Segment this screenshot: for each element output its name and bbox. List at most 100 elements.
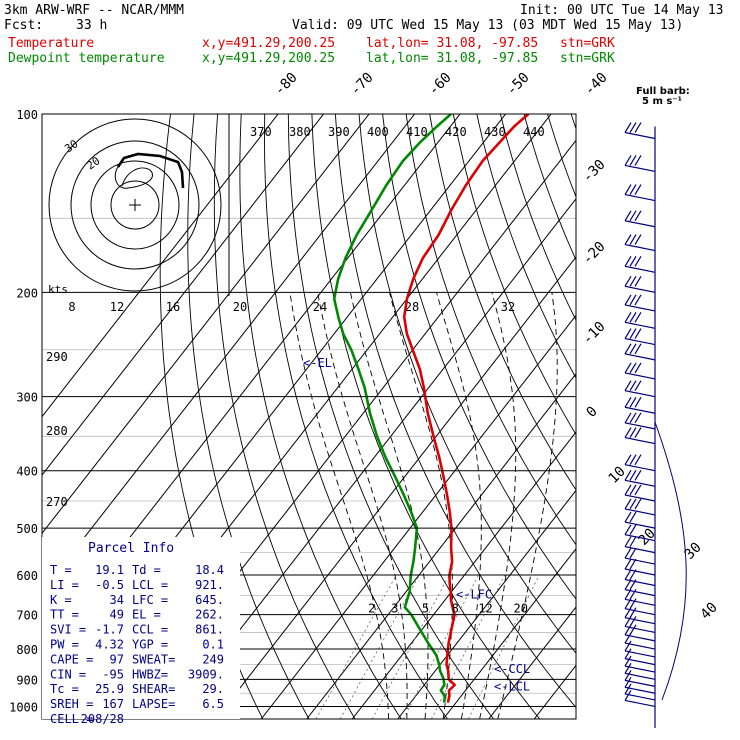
wind-barb-flag: [629, 616, 637, 627]
valid-time: Valid: 09 UTC Wed 15 May 13 (03 MDT Wed …: [292, 18, 684, 33]
wind-barb-shaft: [624, 568, 656, 576]
wind-barb-flag: [634, 210, 642, 222]
wind-barb: [624, 454, 656, 472]
wind-barb-shaft: [624, 353, 656, 361]
wind-barb-flag: [629, 547, 637, 559]
wind-barb-flag: [624, 569, 632, 580]
wind-barb-flag: [624, 210, 632, 222]
wind-barb-flag: [629, 579, 637, 590]
parcel-param-label: EL =: [132, 608, 161, 622]
moist-adiabat: [317, 292, 408, 719]
hodograph-ring: [70, 140, 200, 270]
wind-barb-shaft: [624, 679, 656, 687]
parcel-param-value: 0.1: [202, 638, 224, 652]
wind-barb: [624, 558, 656, 576]
parcel-param-label: CIN =: [50, 667, 86, 681]
parcel-param-value: 19.1: [95, 563, 124, 577]
wind-barb: [624, 484, 656, 502]
hodograph-trace: [116, 152, 185, 189]
wind-barb-flag: [629, 343, 637, 355]
wind-barb-flag: [634, 234, 642, 245]
hodograph-trace-low: [114, 166, 153, 189]
wind-barb-shaft: [624, 521, 656, 529]
dry-adiabat: [642, 114, 740, 719]
wind-barb-flag: [634, 396, 642, 408]
isotherm: [306, 372, 576, 719]
parcel-param-value: -1.7: [95, 623, 124, 637]
dry-adiabat: [405, 114, 576, 546]
parcel-param-value: 262.: [195, 608, 224, 622]
wind-barb-flag: [624, 624, 632, 636]
wind-barb-shaft: [624, 672, 656, 680]
temperature-legend-xy: x,y=491.29,200.25: [202, 36, 336, 51]
wind-barb-shaft: [624, 304, 656, 312]
wind-barb-flag: [624, 294, 632, 306]
wind-barb-flag: [624, 412, 632, 424]
wind-barb-shaft: [624, 220, 656, 228]
wind-barb: [624, 396, 656, 414]
wind-barb-flag: [624, 234, 632, 245]
hodograph-ring: [48, 118, 222, 292]
dry-adiabat: [334, 114, 576, 709]
pressure-tick-label: 1000: [9, 700, 38, 714]
wind-barb-flag: [629, 569, 637, 580]
parcel-param-label: PW =: [50, 638, 79, 652]
init-time: Init: 00 UTC Tue 14 May 13: [520, 3, 724, 18]
isotherm-right-label: 10: [606, 464, 629, 487]
wind-barb-flag: [629, 234, 637, 245]
forecast-hour: 33 h: [76, 18, 108, 33]
theta-top-label: 390: [328, 125, 350, 139]
wind-barb-flag: [624, 469, 632, 481]
isotherm: [42, 114, 325, 476]
isotherm-right-label: -10: [580, 319, 609, 348]
wind-legend-title: Full barb:: [636, 86, 690, 97]
isotherm-right-label: 40: [698, 600, 721, 623]
wind-barb-shaft: [624, 131, 656, 140]
wind-barb-flag: [629, 311, 637, 323]
wind-barb-flag: [634, 469, 642, 481]
wind-barb-flag: [634, 343, 642, 355]
wind-barb-flag: [629, 598, 637, 609]
wind-barb-flag: [629, 155, 637, 166]
dry-adiabat: [239, 114, 402, 719]
wind-barb: [624, 343, 656, 361]
wind-barb: [624, 210, 656, 228]
parcel-param-value: -0.5: [95, 578, 124, 592]
isotherm: [42, 114, 370, 535]
hodograph-ring: [110, 180, 160, 230]
hodograph-scale-label: 8: [68, 300, 75, 314]
parcel-param-label: CELL =: [50, 712, 93, 726]
wind-barb-shaft: [624, 494, 656, 502]
wind-barb-flag: [629, 536, 637, 547]
wind-barb: [624, 616, 656, 634]
theta-top-label: 440: [523, 125, 545, 139]
wind-barb-flag: [624, 255, 632, 267]
dry-adiabat: [213, 114, 356, 719]
wind-barb-flag: [634, 412, 642, 424]
pressure-tick-label: 900: [16, 673, 38, 687]
wind-barb-flag: [634, 498, 642, 510]
wind-barb-flag: [629, 210, 637, 222]
wind-barb-flag: [634, 122, 642, 133]
wind-barb-flag: [634, 184, 642, 195]
parcel-param-value: 921.: [195, 578, 224, 592]
wind-barb: [624, 547, 656, 565]
pressure-tick-label: 200: [16, 286, 38, 300]
wind-barb-flag: [624, 676, 632, 688]
parcel-param-label: Td =: [132, 563, 161, 577]
wind-barb-flag: [629, 328, 637, 339]
wind-barb-flag: [624, 498, 632, 510]
wind-barb: [624, 234, 656, 252]
wind-barb-shaft: [624, 337, 656, 346]
wind-barb-flag: [634, 427, 642, 438]
parcel-param-value: 208/28: [81, 712, 124, 726]
wind-barb-flag: [624, 690, 632, 701]
theta-top-label: 410: [406, 125, 428, 139]
wind-barb: [624, 294, 656, 312]
temperature-legend-label: Temperature: [8, 36, 95, 51]
parcel-param-value: 167: [102, 697, 124, 711]
wind-barb: [624, 184, 656, 202]
isotherm: [260, 314, 576, 719]
moist-adiabat: [389, 292, 453, 719]
